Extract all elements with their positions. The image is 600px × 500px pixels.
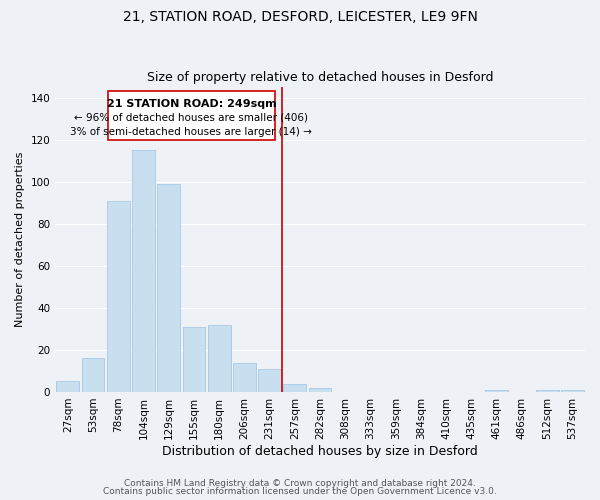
Title: Size of property relative to detached houses in Desford: Size of property relative to detached ho… bbox=[147, 72, 493, 85]
Bar bbox=[309, 388, 331, 392]
Y-axis label: Number of detached properties: Number of detached properties bbox=[15, 152, 25, 327]
Text: Contains HM Land Registry data © Crown copyright and database right 2024.: Contains HM Land Registry data © Crown c… bbox=[124, 478, 476, 488]
Bar bbox=[485, 390, 508, 392]
Bar bbox=[561, 390, 584, 392]
Bar bbox=[107, 200, 130, 392]
Bar bbox=[157, 184, 180, 392]
Bar bbox=[56, 382, 79, 392]
Bar bbox=[132, 150, 155, 392]
Bar bbox=[182, 327, 205, 392]
Bar bbox=[233, 362, 256, 392]
Bar bbox=[283, 384, 306, 392]
Text: 21, STATION ROAD, DESFORD, LEICESTER, LE9 9FN: 21, STATION ROAD, DESFORD, LEICESTER, LE… bbox=[122, 10, 478, 24]
Bar bbox=[82, 358, 104, 392]
Text: 21 STATION ROAD: 249sqm: 21 STATION ROAD: 249sqm bbox=[107, 98, 276, 108]
Text: 3% of semi-detached houses are larger (14) →: 3% of semi-detached houses are larger (1… bbox=[70, 127, 313, 137]
Text: ← 96% of detached houses are smaller (406): ← 96% of detached houses are smaller (40… bbox=[74, 112, 308, 122]
X-axis label: Distribution of detached houses by size in Desford: Distribution of detached houses by size … bbox=[162, 444, 478, 458]
Bar bbox=[208, 324, 230, 392]
Bar bbox=[258, 369, 281, 392]
Bar bbox=[536, 390, 559, 392]
FancyBboxPatch shape bbox=[108, 92, 275, 140]
Text: Contains public sector information licensed under the Open Government Licence v3: Contains public sector information licen… bbox=[103, 487, 497, 496]
